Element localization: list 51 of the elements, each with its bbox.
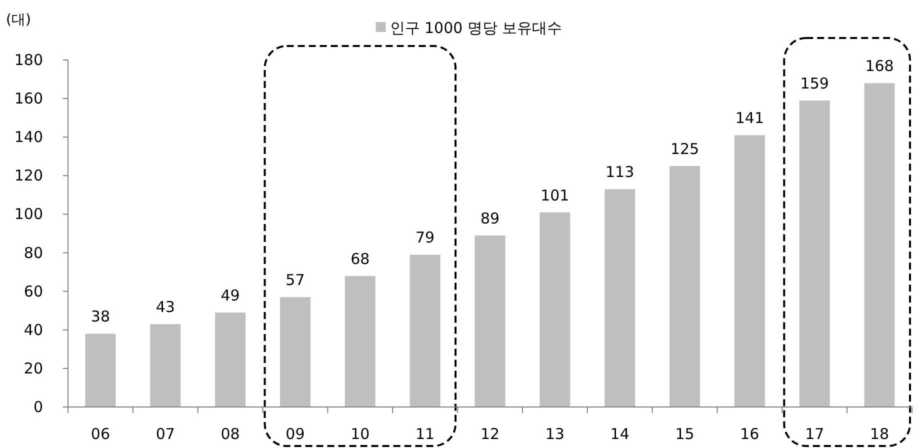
bar — [540, 212, 570, 407]
bar — [734, 135, 765, 407]
y-tick-label: 80 — [24, 244, 43, 262]
x-tick-label: 06 — [90, 425, 110, 443]
data-label: 89 — [480, 209, 500, 228]
x-tick-label: 12 — [480, 425, 500, 443]
y-tick-label: 140 — [14, 128, 43, 146]
data-label: 57 — [286, 271, 305, 290]
y-tick-label: 160 — [14, 90, 43, 108]
bar — [280, 297, 310, 407]
y-tick-label: 0 — [33, 398, 43, 416]
x-tick-label: 09 — [286, 425, 305, 443]
bar — [215, 312, 246, 407]
x-tick-label: 18 — [870, 425, 890, 443]
data-label: 43 — [156, 298, 175, 316]
x-tick-label: 16 — [740, 425, 760, 443]
x-tick-label: 08 — [220, 425, 240, 443]
x-tick-label: 10 — [350, 425, 370, 443]
x-tick-label: 07 — [156, 425, 175, 443]
bar — [864, 83, 895, 407]
y-tick-label: 20 — [24, 359, 43, 378]
data-label: 125 — [670, 140, 700, 158]
bar — [150, 324, 181, 407]
bar — [799, 100, 830, 407]
y-axis-title: (대) — [6, 12, 31, 28]
bar — [604, 189, 636, 407]
x-tick-label: 15 — [675, 425, 694, 443]
data-label: 168 — [865, 57, 894, 76]
x-tick-label: 11 — [416, 425, 435, 443]
x-tick-label: 13 — [545, 425, 564, 443]
bar — [670, 166, 700, 407]
data-label: 141 — [735, 109, 764, 128]
y-tick-label: 40 — [24, 320, 43, 339]
x-tick-label: 14 — [610, 425, 630, 443]
y-tick-label: 60 — [24, 282, 43, 300]
data-label: 68 — [350, 250, 370, 268]
y-tick-label: 120 — [14, 166, 43, 185]
y-tick-label: 100 — [14, 205, 43, 224]
bar — [344, 276, 376, 407]
data-label: 38 — [90, 308, 110, 326]
x-tick-label: 17 — [805, 425, 824, 443]
legend-label: 인구 1000 명당 보유대수 — [390, 19, 562, 37]
bar — [85, 334, 116, 407]
bar — [474, 235, 506, 407]
data-label: 79 — [416, 228, 435, 247]
data-label: 113 — [606, 163, 634, 182]
data-label: 159 — [800, 74, 829, 92]
data-label: 49 — [220, 286, 240, 305]
bar — [410, 254, 440, 407]
y-tick-label: 180 — [14, 51, 43, 69]
data-label: 101 — [540, 186, 570, 204]
